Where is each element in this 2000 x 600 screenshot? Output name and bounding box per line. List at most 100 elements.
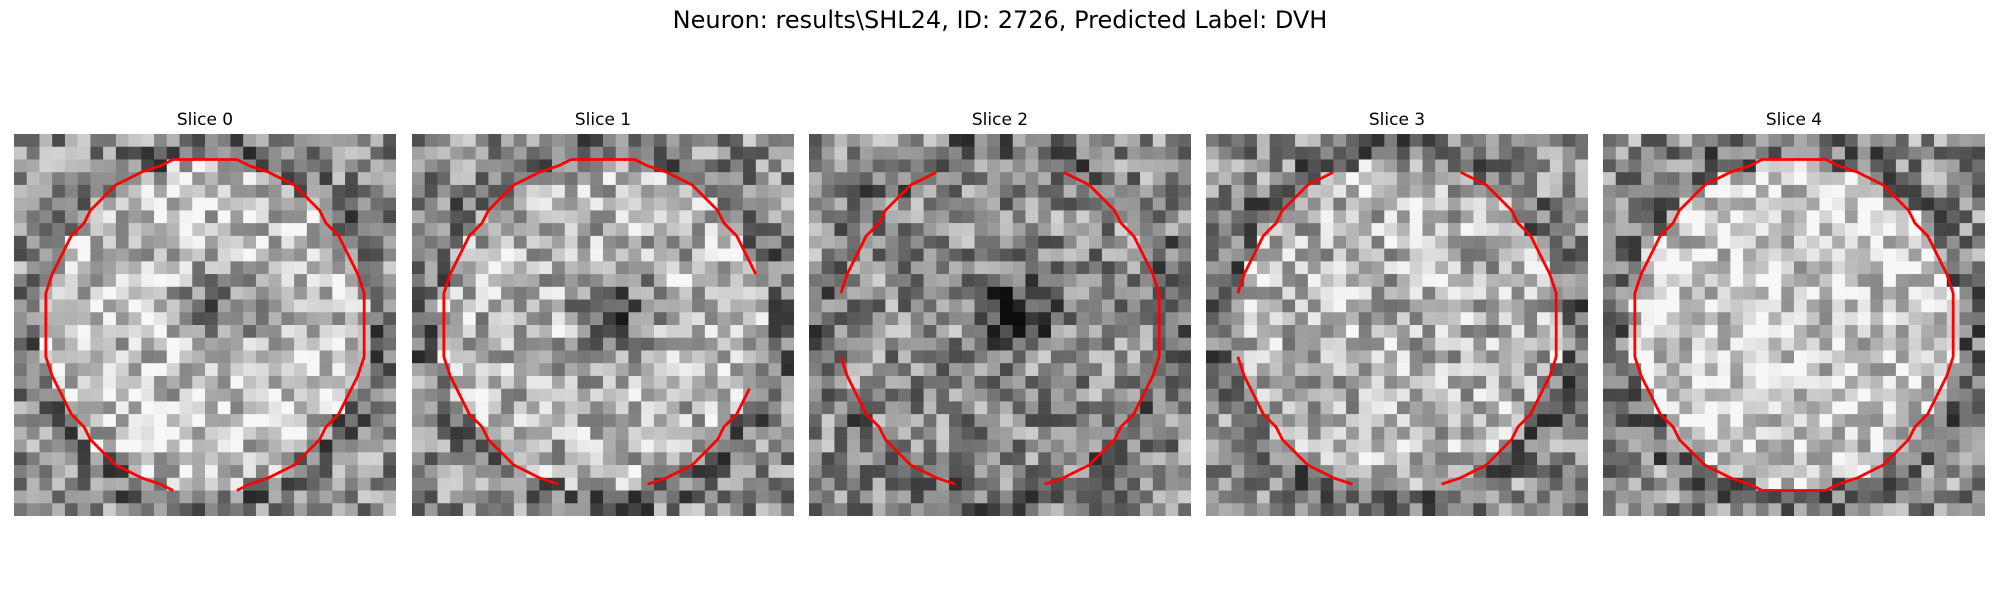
image-pixel [1883, 426, 1897, 440]
image-pixel [936, 299, 950, 313]
image-pixel [128, 490, 142, 504]
image-pixel [1025, 426, 1039, 440]
image-pixel [781, 286, 794, 300]
image-pixel [501, 197, 515, 211]
image-pixel [1498, 146, 1512, 160]
image-pixel [1012, 439, 1026, 453]
slice-image [1603, 134, 1985, 516]
image-pixel [1653, 439, 1667, 453]
image-pixel [475, 274, 489, 288]
image-pixel [526, 388, 540, 402]
image-pixel [1397, 375, 1410, 389]
image-pixel [1692, 299, 1706, 313]
image-pixel [1358, 337, 1372, 351]
image-pixel [577, 299, 591, 313]
image-pixel [1819, 439, 1833, 453]
image-pixel [1333, 248, 1347, 262]
image-pixel [1755, 248, 1769, 262]
image-pixel [743, 401, 757, 415]
image-pixel [1524, 426, 1538, 440]
image-pixel [281, 426, 295, 440]
image-pixel [319, 274, 333, 288]
image-pixel [755, 388, 769, 402]
image-pixel [141, 299, 155, 313]
image-pixel [306, 426, 320, 440]
image-pixel [1422, 261, 1436, 275]
image-pixel [128, 414, 142, 428]
image-pixel [383, 248, 396, 262]
image-pixel [704, 388, 718, 402]
image-pixel [1946, 401, 1960, 415]
image-pixel [539, 312, 553, 326]
image-pixel [357, 414, 371, 428]
image-pixel [475, 452, 489, 466]
image-pixel [1114, 439, 1128, 453]
image-pixel [462, 426, 476, 440]
image-pixel [539, 286, 553, 300]
image-pixel [1089, 337, 1103, 351]
image-pixel [1562, 503, 1576, 516]
image-pixel [692, 235, 706, 249]
image-pixel [77, 172, 91, 186]
image-pixel [26, 235, 40, 249]
image-pixel [1537, 477, 1551, 491]
image-pixel [1358, 477, 1372, 491]
image-pixel [1781, 210, 1795, 224]
image-pixel [115, 299, 129, 313]
image-pixel [987, 184, 1001, 198]
image-pixel [692, 197, 706, 211]
image-pixel [115, 325, 129, 338]
image-pixel [1269, 235, 1283, 249]
image-pixel [1857, 197, 1871, 211]
image-pixel [1486, 414, 1500, 428]
image-pixel [743, 210, 757, 224]
image-pixel [859, 184, 873, 198]
image-pixel [847, 274, 861, 288]
image-pixel [1346, 197, 1360, 211]
image-pixel [437, 248, 451, 262]
image-pixel [1333, 146, 1347, 160]
image-pixel [1806, 312, 1820, 326]
image-pixel [166, 235, 180, 249]
image-pixel [166, 261, 180, 275]
image-pixel [1012, 388, 1026, 402]
image-pixel [1895, 248, 1909, 262]
image-pixel [577, 426, 591, 440]
image-pixel [1486, 363, 1500, 377]
image-pixel [1575, 401, 1588, 415]
image-pixel [1371, 184, 1385, 198]
image-pixel [1295, 312, 1309, 326]
image-pixel [1794, 503, 1807, 516]
image-pixel [1908, 261, 1922, 275]
image-pixel [1114, 274, 1128, 288]
image-pixel [885, 312, 899, 326]
image-pixel [628, 477, 642, 491]
image-pixel [1231, 134, 1245, 147]
image-pixel [961, 134, 975, 147]
image-pixel [1819, 337, 1833, 351]
image-pixel [488, 452, 502, 466]
image-pixel [1806, 375, 1820, 389]
image-pixel [1717, 414, 1731, 428]
image-pixel [1768, 261, 1782, 275]
image-pixel [1050, 337, 1064, 351]
image-pixel [217, 452, 231, 466]
image-pixel [383, 184, 396, 198]
image-pixel [255, 146, 269, 160]
image-pixel [1114, 172, 1128, 186]
image-pixel [564, 184, 578, 198]
image-pixel [936, 490, 950, 504]
image-pixel [1908, 210, 1922, 224]
image-pixel [488, 325, 502, 338]
image-pixel [1140, 452, 1154, 466]
image-pixel [450, 414, 464, 428]
image-pixel [281, 325, 295, 338]
image-pixel [1333, 426, 1347, 440]
image-pixel [1422, 414, 1436, 428]
image-pixel [1435, 134, 1449, 147]
image-pixel [539, 337, 553, 351]
image-pixel [141, 490, 155, 504]
image-pixel [1447, 388, 1461, 402]
image-pixel [1666, 337, 1680, 351]
image-pixel [1050, 274, 1064, 288]
